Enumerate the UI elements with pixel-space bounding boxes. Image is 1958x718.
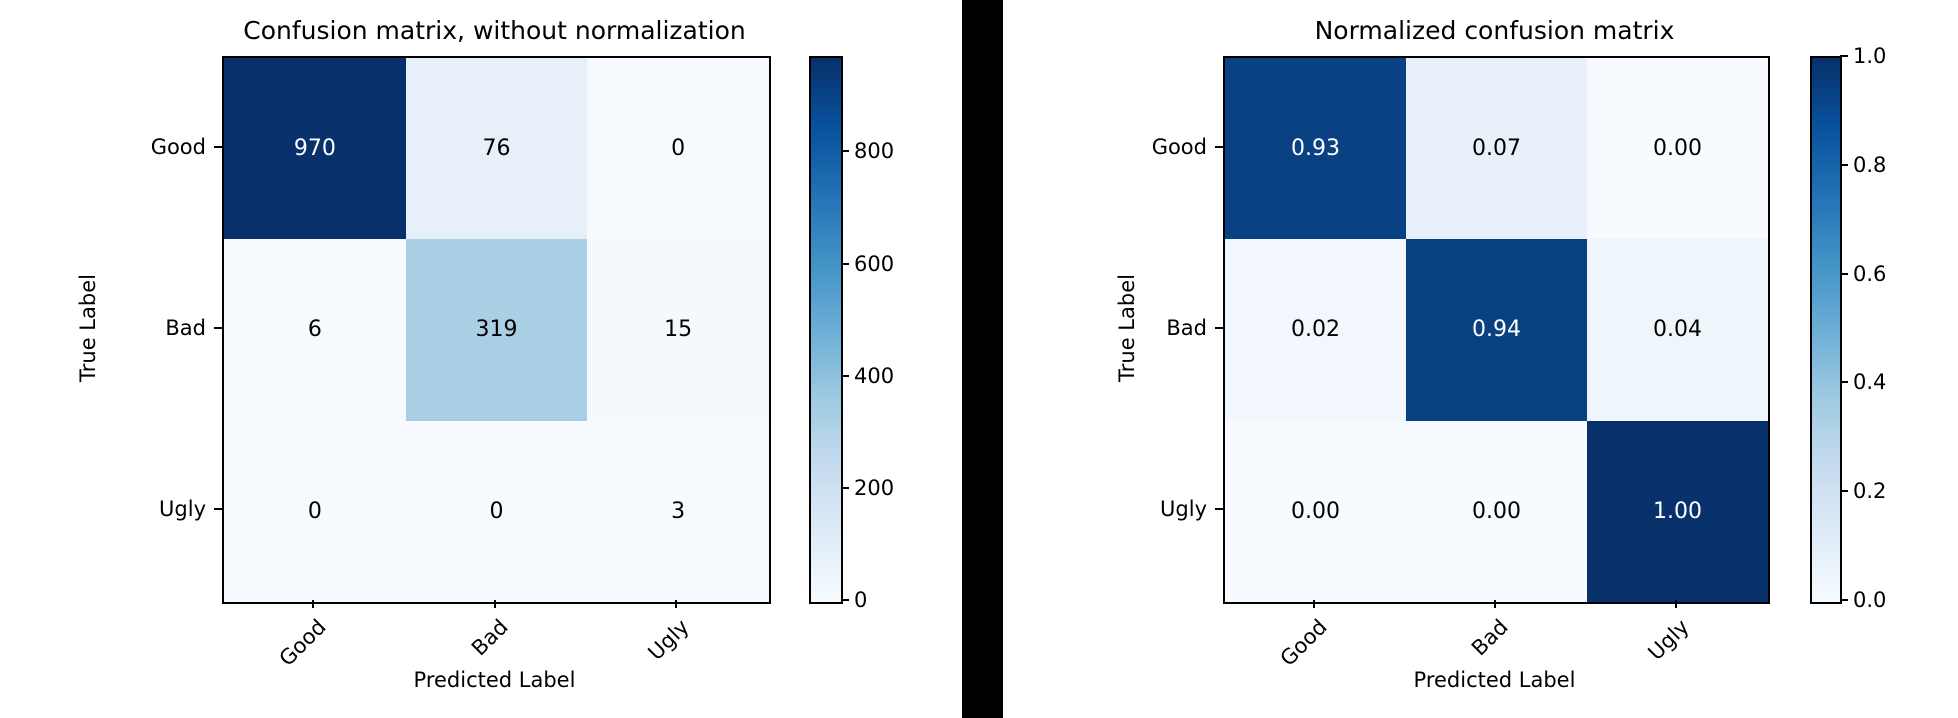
y-tick-mark — [214, 327, 222, 329]
matrix-cell: 970 — [224, 58, 406, 240]
y-tick-label: Bad — [165, 316, 206, 340]
x-tick-mark — [675, 600, 678, 608]
colorbar-tick-mark — [1840, 272, 1848, 275]
colorbar-tick-label: 0.4 — [1853, 370, 1887, 395]
matrix-cell: 3 — [587, 420, 769, 602]
matrix-cell: 0.02 — [1225, 239, 1406, 421]
x-axis-label: Predicted Label — [1413, 668, 1576, 692]
colorbar-tick-label: 0.6 — [1853, 261, 1887, 286]
y-tick-label: Good — [150, 134, 206, 159]
x-tick-label: Good — [274, 614, 331, 671]
x-tick-mark — [311, 600, 314, 608]
matrix-cell: 0.93 — [1225, 58, 1406, 240]
colorbar-tick-label: 0 — [854, 588, 868, 612]
matrix-cell: 319 — [405, 239, 588, 421]
matrix-cell: 0.94 — [1406, 239, 1587, 421]
panel-divider — [962, 0, 1003, 718]
y-tick-label: Ugly — [159, 497, 206, 522]
colorbar-tick-label: 200 — [854, 475, 895, 500]
colorbar-tick-mark — [1840, 599, 1848, 601]
colorbar — [1810, 56, 1842, 604]
colorbar-tick-mark — [1840, 381, 1848, 384]
colorbar-tick-mark — [841, 150, 849, 153]
matrix-cell: 0 — [405, 420, 588, 602]
y-tick-label: Ugly — [1160, 497, 1207, 522]
colorbar-tick-label: 400 — [854, 363, 895, 388]
colorbar-tick-mark — [1840, 55, 1848, 57]
colorbar-tick-mark — [841, 262, 849, 265]
matrix-cell: 0 — [587, 58, 769, 240]
colorbar-tick-label: 600 — [854, 251, 895, 276]
matrix-cell: 0.00 — [1225, 420, 1406, 602]
chart-title: Normalized confusion matrix — [1314, 16, 1675, 45]
matrix-cell: 0.00 — [1587, 58, 1768, 240]
colorbar-tick-label: 800 — [854, 139, 895, 164]
colorbar-tick-mark — [841, 374, 849, 377]
colorbar-tick-label: 0.8 — [1853, 152, 1887, 177]
x-tick-mark — [1674, 600, 1677, 608]
x-tick-label: Ugly — [1642, 614, 1694, 665]
y-tick-mark — [1215, 145, 1223, 148]
colorbar-tick-label: 0.2 — [1853, 479, 1887, 504]
y-tick-mark — [214, 508, 222, 511]
matrix-cell: 0 — [224, 420, 406, 602]
x-tick-label: Bad — [466, 614, 513, 661]
colorbar — [809, 56, 843, 604]
colorbar-tick-mark — [1840, 490, 1848, 493]
colorbar-tick-mark — [1840, 163, 1848, 166]
y-tick-label: Bad — [1166, 316, 1207, 340]
y-tick-label: Good — [1151, 134, 1207, 159]
matrix-cell: 1.00 — [1587, 420, 1768, 602]
matrix-cell: 0.07 — [1406, 58, 1587, 240]
matrix-cell: 15 — [587, 239, 769, 421]
colorbar-tick-mark — [841, 486, 849, 489]
y-tick-mark — [214, 145, 222, 148]
x-tick-mark — [1493, 600, 1496, 608]
heatmap-matrix: 970 76 0 6 319 15 0 0 3 — [222, 56, 771, 604]
heatmap-matrix: 0.93 0.07 0.00 0.02 0.94 0.04 0.00 0.00 1.00 — [1223, 56, 1770, 604]
matrix-cell: 0.04 — [1587, 239, 1768, 421]
matrix-cell: 76 — [405, 58, 588, 240]
x-tick-mark — [1312, 600, 1315, 608]
x-tick-label: Bad — [1466, 614, 1513, 661]
x-tick-mark — [493, 600, 496, 608]
x-tick-label: Ugly — [643, 614, 694, 665]
colorbar-tick-mark — [841, 599, 849, 601]
colorbar-tick-label: 0.0 — [1853, 588, 1887, 612]
x-axis-label: Predicted Label — [413, 668, 576, 692]
y-tick-mark — [1215, 508, 1223, 511]
colorbar-tick-label: 1.0 — [1853, 44, 1887, 68]
matrix-cell: 6 — [224, 239, 406, 421]
matrix-cell: 0.00 — [1406, 420, 1587, 602]
x-tick-label: Good — [1275, 614, 1332, 671]
y-tick-mark — [1215, 327, 1223, 329]
chart-title: Confusion matrix, without normalization — [243, 16, 746, 45]
